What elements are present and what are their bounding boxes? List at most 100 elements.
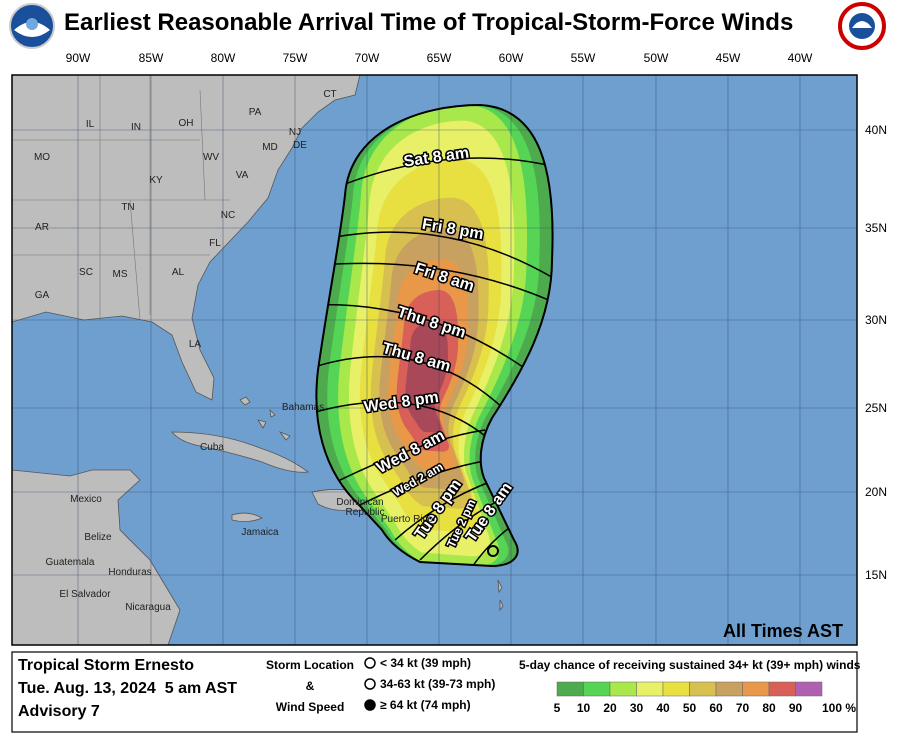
region-label: El Salvador: [59, 589, 111, 600]
region-label: MO: [34, 152, 50, 163]
symbol-title: Storm Location: [266, 658, 354, 672]
scale-swatch: [689, 681, 717, 697]
region-label: Bahamas: [282, 402, 324, 413]
scale-label: 80: [762, 701, 776, 715]
latitude-label: 35N: [865, 221, 887, 235]
longitude-label: 60W: [499, 51, 524, 65]
region-label: MS: [113, 269, 128, 280]
region-label: Mexico: [70, 494, 102, 505]
scale-label: 70: [736, 701, 750, 715]
storm-name: Tropical Storm Ernesto: [18, 657, 194, 674]
scale-label: 50: [683, 701, 697, 715]
scale-swatch: [609, 681, 637, 697]
scale-swatch: [636, 681, 664, 697]
latitude-label: 15N: [865, 568, 887, 582]
longitude-label: 85W: [139, 51, 164, 65]
probability-cone: [316, 105, 553, 566]
region-label: IN: [131, 122, 141, 133]
time-contour: [329, 429, 486, 486]
region-label: TN: [121, 202, 134, 213]
symbol-label: < 34 kt (39 mph): [380, 656, 471, 670]
region-label: Dominican: [336, 497, 383, 508]
scale-swatch: [556, 681, 584, 697]
noaa-logo: [9, 3, 55, 49]
longitude-label: 40W: [788, 51, 813, 65]
cone-outline: [315, 103, 554, 568]
storm-position: [487, 545, 499, 557]
longitude-label: 90W: [66, 51, 91, 65]
region-label: NJ: [289, 127, 301, 138]
region-label: SC: [79, 267, 93, 278]
region-label: LA: [189, 339, 202, 350]
scale-label: 10: [577, 701, 591, 715]
symbol-label: 34-63 kt (39-73 mph): [380, 677, 495, 691]
latitude-label: 30N: [865, 313, 887, 327]
region-label: FL: [209, 238, 221, 249]
longitude-label: 75W: [283, 51, 308, 65]
scale-swatch: [795, 681, 823, 697]
longitude-label: 50W: [644, 51, 669, 65]
time-contours: [316, 157, 553, 566]
region-label: VA: [236, 170, 249, 181]
issued-time: Tue. Aug. 13, 2024 5 am AST: [18, 680, 237, 697]
scale-swatch: [715, 681, 743, 697]
longitude-label: 70W: [355, 51, 380, 65]
scale-label: 90: [789, 701, 803, 715]
time-contour: [394, 479, 496, 541]
longitude-label: 45W: [716, 51, 741, 65]
time-contour: [316, 401, 491, 441]
scale-title: 5-day chance of receiving sustained 34+ …: [519, 658, 861, 672]
region-label: AL: [172, 267, 185, 278]
storm-symbol: [364, 678, 376, 690]
region-label: WV: [203, 152, 219, 163]
scale-swatch: [742, 681, 770, 697]
scale-label: 30: [630, 701, 644, 715]
time-contour: [419, 499, 501, 561]
region-label: Jamaica: [241, 527, 279, 538]
time-contour: [329, 157, 553, 191]
symbol-label: ≥ 64 kt (74 mph): [380, 698, 471, 712]
longitude-label: 80W: [211, 51, 236, 65]
title: Earliest Reasonable Arrival Time of Trop…: [64, 9, 793, 36]
scale-swatch: [662, 681, 690, 697]
region-label: Honduras: [108, 567, 151, 578]
region-label: Cuba: [200, 442, 224, 453]
scale-swatch: [583, 681, 611, 697]
time-contour: [329, 231, 553, 283]
scale-label: 100 %: [822, 701, 856, 715]
time-contour: [316, 303, 531, 373]
region-label: GA: [35, 290, 50, 301]
latitude-label: 40N: [865, 123, 887, 137]
time-note: All Times AST: [723, 621, 843, 641]
region-label: KY: [149, 175, 163, 186]
symbol-title: Wind Speed: [276, 700, 345, 714]
map-frame: [11, 74, 858, 646]
region-label: Republic: [346, 507, 385, 518]
region-label: Guatemala: [46, 557, 95, 568]
time-contour: [359, 459, 491, 506]
advisory: Advisory 7: [18, 703, 100, 720]
region-label: OH: [179, 118, 194, 129]
region-label: MD: [262, 142, 278, 153]
storm-symbol: [364, 657, 376, 669]
longitude-label: 65W: [427, 51, 452, 65]
longitude-label: 55W: [571, 51, 596, 65]
legend: Storm Location & Wind Speed < 34 kt (39 mph…: [266, 656, 861, 715]
region-label: NC: [221, 210, 235, 221]
time-contour: [319, 262, 553, 306]
nws-logo: [838, 2, 886, 50]
region-label: PA: [249, 107, 262, 118]
region-label: IL: [86, 119, 95, 130]
region-label: CT: [323, 89, 336, 100]
scale-swatch: [768, 681, 796, 697]
scale-label: 20: [603, 701, 617, 715]
scale-label: 5: [554, 701, 561, 715]
latitude-label: 25N: [865, 401, 887, 415]
storm-symbol: [364, 699, 376, 711]
region-label: DE: [293, 140, 307, 151]
graticule: [12, 75, 857, 645]
scale-label: 60: [709, 701, 723, 715]
scale-label: 40: [656, 701, 670, 715]
